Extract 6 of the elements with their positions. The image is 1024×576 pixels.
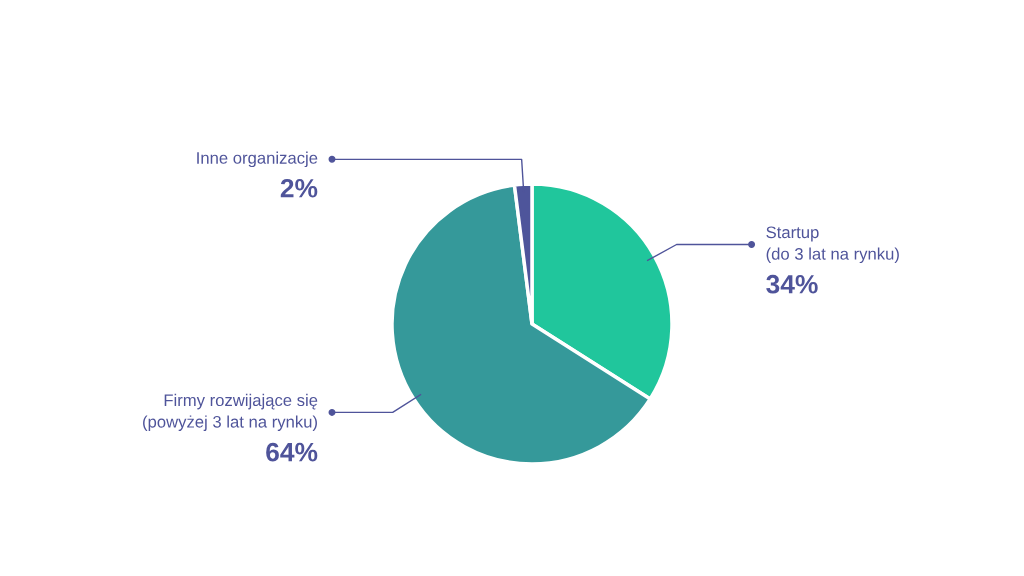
slice-label: Firmy rozwijające się (powyżej 3 lat na rynku)	[143, 393, 318, 431]
slice-label: Startup (do 3 lat na rynku)	[766, 226, 899, 264]
data-label: 34%	[766, 274, 818, 294]
data-label: 64%	[266, 442, 318, 462]
legend-label: Inne organizacje	[197, 151, 318, 168]
data-label: 2%	[280, 178, 318, 198]
